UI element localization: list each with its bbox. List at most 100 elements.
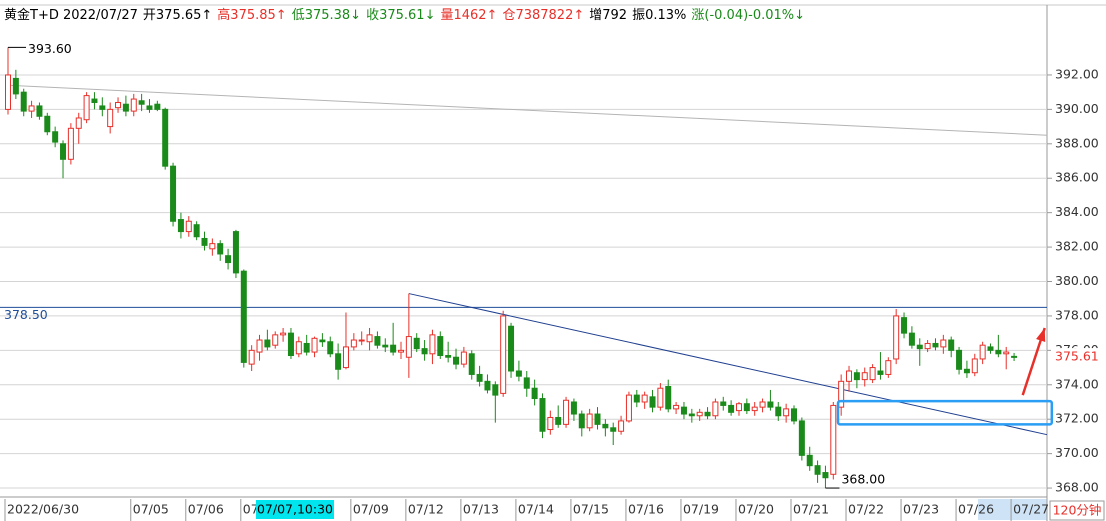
candle-body xyxy=(657,387,664,408)
candle-body xyxy=(453,356,460,365)
header: 黄金T+D 2022/07/27 开375.65↑ 高375.85↑ 低375.38↓… xyxy=(4,7,805,23)
candle-body xyxy=(366,334,373,343)
period-label: 120分钟 xyxy=(1053,503,1102,518)
candle-body xyxy=(798,420,805,456)
header-item: 量1462↑ xyxy=(440,8,497,23)
candle-body xyxy=(838,380,845,408)
y-tick-label: 388.00 xyxy=(1055,135,1099,150)
candle-body xyxy=(712,401,719,417)
candle-body xyxy=(217,243,224,255)
x-tick-label: 07/14 xyxy=(518,502,554,517)
y-tick-label: 380.00 xyxy=(1055,273,1099,288)
y-tick-label: 368.00 xyxy=(1055,480,1099,495)
candle-body xyxy=(877,370,884,375)
candle-body xyxy=(405,336,412,358)
candle-body xyxy=(563,399,570,425)
candle-body xyxy=(783,408,790,417)
x-tick-label: 07/26 xyxy=(958,502,994,517)
candle-body xyxy=(5,74,11,110)
candle-body xyxy=(225,255,232,264)
candle-body xyxy=(547,416,554,431)
candle-body xyxy=(20,91,27,112)
candle-body xyxy=(83,95,90,121)
candle-body xyxy=(641,394,648,403)
candle-body xyxy=(327,341,334,355)
candle-body xyxy=(209,243,216,250)
candle-body xyxy=(130,98,137,112)
candle-body xyxy=(822,472,829,479)
candle-body xyxy=(633,394,640,403)
candle-body xyxy=(570,401,577,415)
candle-body xyxy=(303,342,310,353)
candle-body xyxy=(673,404,680,410)
header-item: 黄金T+D 2022/07/27 xyxy=(4,7,138,23)
candle-body xyxy=(429,334,436,355)
candle-body xyxy=(138,100,145,105)
y-tick-label: 382.00 xyxy=(1055,239,1099,254)
x-tick-label: 07/05 xyxy=(133,502,169,517)
candle-body xyxy=(36,105,43,117)
y-tick-label: 378.00 xyxy=(1055,307,1099,322)
candle-body xyxy=(846,370,853,382)
candle-body xyxy=(853,372,860,381)
y-tick-label: 386.00 xyxy=(1055,170,1099,185)
candle-body xyxy=(342,346,349,369)
candle-body xyxy=(594,413,601,425)
candle-body xyxy=(44,115,51,133)
candle-body xyxy=(374,336,381,346)
candle-body xyxy=(295,341,302,355)
x-tick-label: 07/13 xyxy=(463,502,499,517)
arrow-head xyxy=(1036,327,1046,342)
x-tick-label: 07/09 xyxy=(353,502,389,517)
candle-body xyxy=(193,224,200,238)
candle-body xyxy=(688,413,695,417)
y-tick-label: 370.00 xyxy=(1055,445,1099,460)
candle-body xyxy=(578,413,585,429)
candle-body xyxy=(806,454,813,467)
x-tick-label: 07/22 xyxy=(848,502,884,517)
candle-body xyxy=(995,349,1002,355)
candle-body xyxy=(177,219,184,233)
x-tick-label: 07/21 xyxy=(793,502,829,517)
candle-body xyxy=(170,165,177,222)
header-item: 收375.61↓ xyxy=(366,8,435,23)
candle-body xyxy=(460,351,467,365)
candle-body xyxy=(201,237,208,246)
candle-body xyxy=(75,117,82,129)
high-label: 393.60 xyxy=(28,41,72,56)
candle-body xyxy=(256,339,263,353)
candle-body xyxy=(704,411,711,417)
candle-body xyxy=(523,377,530,389)
candle-body xyxy=(264,339,271,348)
candle-body xyxy=(508,325,515,372)
candle-body xyxy=(1011,355,1018,358)
candle-body xyxy=(335,353,342,370)
candle-body xyxy=(99,105,106,110)
candle-body xyxy=(398,349,404,353)
candle-body xyxy=(476,373,483,382)
y-tick-label: 372.00 xyxy=(1055,411,1099,426)
candle-body xyxy=(948,339,955,351)
cursor-label: 07/07,10:30 xyxy=(257,502,333,517)
candle-body xyxy=(67,127,74,160)
candle-body xyxy=(162,108,169,167)
candle-body xyxy=(185,220,192,233)
candle-body xyxy=(901,317,908,334)
candle-body xyxy=(932,342,939,348)
candle-body xyxy=(437,336,444,357)
horizontal-line-label: 378.50 xyxy=(4,307,48,322)
header-item: 振0.13% xyxy=(632,8,686,23)
candle-body xyxy=(720,401,727,406)
candle-body xyxy=(602,423,609,429)
candle-body xyxy=(12,77,19,95)
candle-body xyxy=(979,344,986,360)
y-tick-label: 384.00 xyxy=(1055,204,1099,219)
candle-body xyxy=(515,370,522,377)
candle-body xyxy=(382,344,389,348)
candle-body xyxy=(971,358,978,374)
candle-body xyxy=(751,406,758,412)
candle-body xyxy=(358,339,365,342)
candle-body xyxy=(154,103,161,110)
x-tick-label: 07/15 xyxy=(573,502,609,517)
cursor-highlight xyxy=(256,500,334,519)
